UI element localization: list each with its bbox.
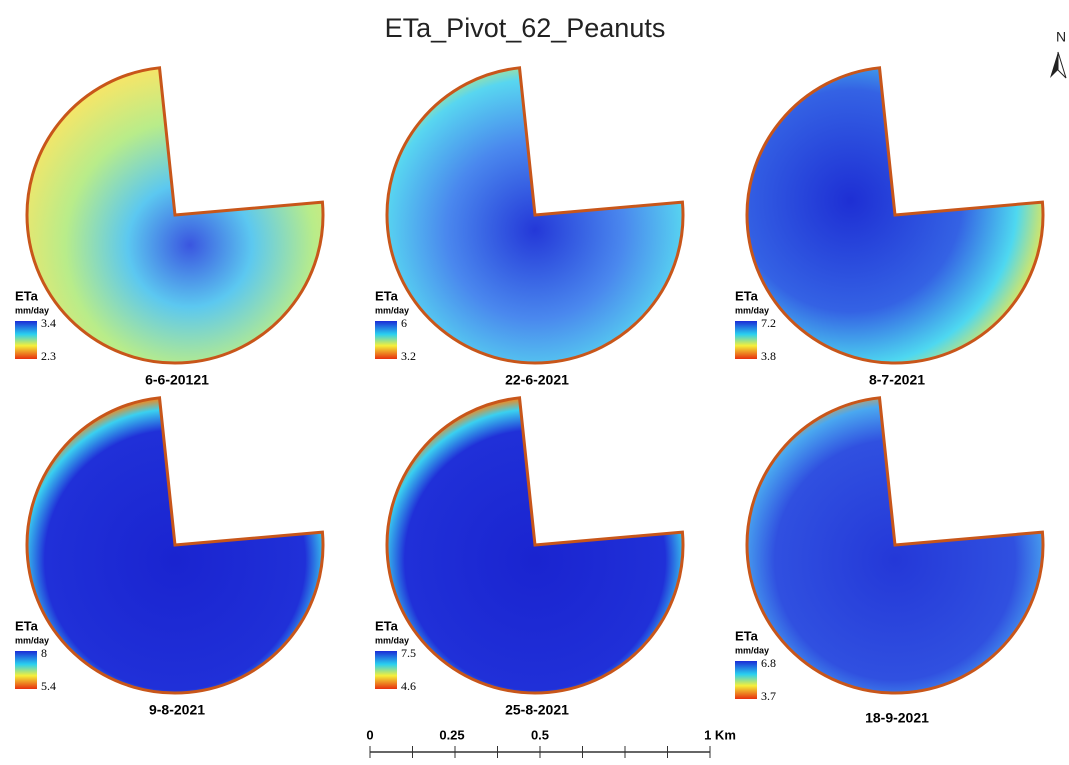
panel-date: 8-7-2021 [869,372,925,388]
field-raster [385,396,685,695]
field-raster [25,66,325,365]
legend-title: ETa [735,288,759,303]
legend-min: 3.7 [761,689,776,703]
north-arrow: N [1050,29,1067,79]
field-raster [745,396,1045,695]
scale-label: 0 [366,727,373,742]
legend-colorbar [375,321,397,359]
legend-colorbar [15,321,37,359]
field-raster [385,66,685,365]
legend-max: 6.8 [761,656,776,670]
panel-date: 22-6-2021 [505,372,569,388]
legend-unit: mm/day [375,635,409,645]
legend-title: ETa [375,288,399,303]
legend-title: ETa [735,628,759,643]
panel-date: 9-8-2021 [149,702,205,718]
legend-min: 2.3 [41,349,56,363]
scale-label: 1 Km [704,727,736,742]
scale-bar: 0 0.25 0.5 1 Km [366,727,736,758]
field-raster [25,396,325,695]
legend-colorbar [735,321,757,359]
panel-date: 6-6-20121 [145,372,209,388]
legend-title: ETa [375,618,399,633]
legend-max: 6 [401,316,407,330]
legend-max: 7.2 [761,316,776,330]
panel-date: 18-9-2021 [865,710,929,726]
legend-colorbar [375,651,397,689]
legend-max: 8 [41,646,47,660]
scale-label: 0.25 [439,727,464,742]
panel-date: 25-8-2021 [505,702,569,718]
legend-title: ETa [15,288,39,303]
field-raster [745,66,1045,365]
scale-label: 0.5 [531,727,549,742]
legend-colorbar [15,651,37,689]
legend-min: 3.2 [401,349,416,363]
legend-title: ETa [15,618,39,633]
legend-unit: mm/day [15,305,49,315]
legend-unit: mm/day [15,635,49,645]
legend-min: 3.8 [761,349,776,363]
north-label: N [1056,29,1066,45]
legend-unit: mm/day [735,305,769,315]
legend-min: 4.6 [401,679,416,693]
legend-min: 5.4 [41,679,56,693]
legend-max: 3.4 [41,316,56,330]
map-title: ETa_Pivot_62_Peanuts [385,13,666,43]
legend-colorbar [735,661,757,699]
legend-max: 7.5 [401,646,416,660]
legend-unit: mm/day [375,305,409,315]
legend-unit: mm/day [735,645,769,655]
